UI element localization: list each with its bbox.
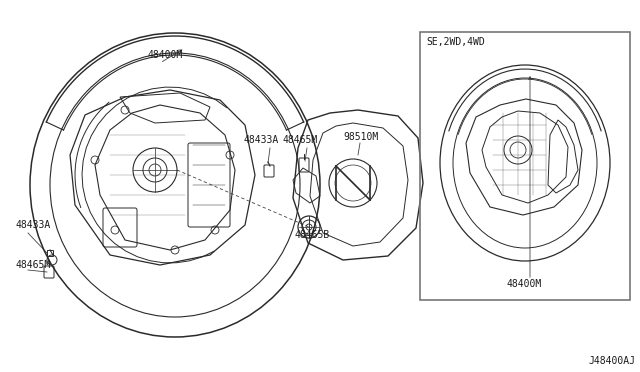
Text: J48400AJ: J48400AJ [588,356,635,366]
Bar [47,250,53,256]
Text: 98510M: 98510M [343,132,378,142]
Text: 48433A: 48433A [15,220,51,230]
Text: 48465M: 48465M [15,260,51,270]
Text: 48400M: 48400M [148,50,183,60]
Bar [420,32,630,300]
Text: 48400M: 48400M [507,279,542,289]
Text: 48465B: 48465B [295,230,330,240]
Text: SE,2WD,4WD: SE,2WD,4WD [426,37,484,47]
Text: 48433A: 48433A [243,135,278,145]
Text: 48465M: 48465M [283,135,318,145]
